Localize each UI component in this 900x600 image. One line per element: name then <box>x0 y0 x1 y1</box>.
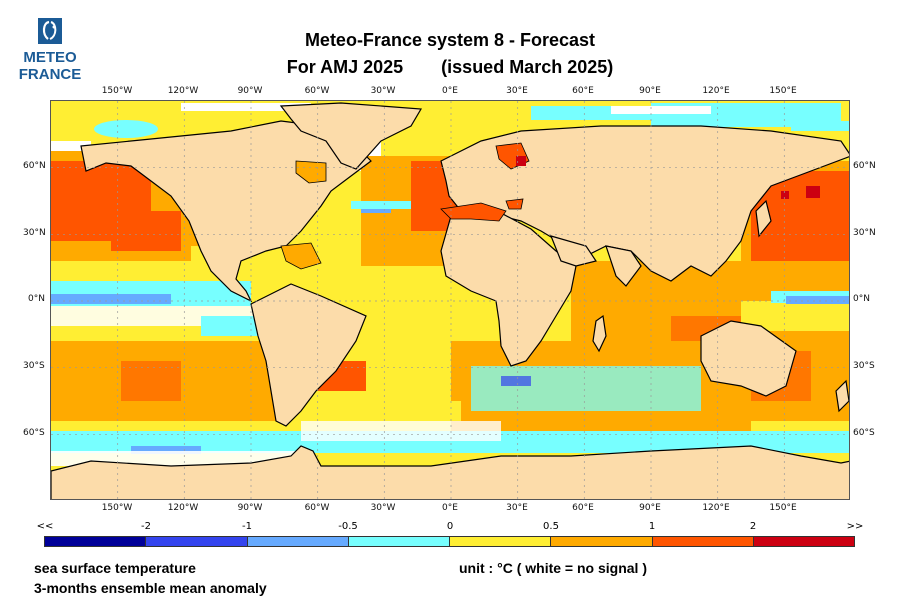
lon-tick: 150°W <box>101 86 133 96</box>
variable-label: sea surface temperature <box>34 560 196 576</box>
lon-tick: 90°W <box>237 503 263 513</box>
lon-tick: 30°E <box>506 86 528 96</box>
lat-tick: 30°S <box>853 361 875 371</box>
logo-emblem-icon <box>38 18 62 44</box>
unit-note: unit : °C ( white = no signal ) <box>459 560 647 576</box>
lon-tick: 60°W <box>304 86 330 96</box>
description-label: 3-months ensemble mean anomaly <box>34 580 267 596</box>
lon-tick: 0°E <box>442 86 458 96</box>
lon-tick: 90°W <box>237 86 263 96</box>
lon-tick: 120°E <box>702 86 730 96</box>
colorbar-segment <box>348 537 450 546</box>
lon-tick: 30°W <box>370 503 396 513</box>
colorbar-label: -0.5 <box>338 521 358 532</box>
lat-tick: 0°N <box>853 294 870 304</box>
lon-tick: 150°E <box>769 86 797 96</box>
colorbar <box>44 536 855 547</box>
lat-tick: 60°S <box>23 428 45 438</box>
lon-tick: 120°W <box>167 86 199 96</box>
lon-tick: 120°W <box>167 503 199 513</box>
lon-tick: 60°E <box>572 86 594 96</box>
colorbar-label: << <box>36 521 54 532</box>
logo-line1: METEO <box>23 49 77 66</box>
chart-subtitle: For AMJ 2025 (issued March 2025) <box>0 57 900 78</box>
lat-tick: 60°N <box>853 161 876 171</box>
lon-tick: 90°E <box>639 86 661 96</box>
lon-tick: 30°E <box>506 503 528 513</box>
sst-anomaly-map <box>50 100 850 500</box>
lon-tick: 0°E <box>442 503 458 513</box>
colorbar-segment <box>551 537 653 546</box>
chart-title: Meteo-France system 8 - Forecast <box>304 30 596 50</box>
lat-tick: 60°N <box>23 161 46 171</box>
lat-tick: 0°N <box>28 294 45 304</box>
colorbar-label: 0.5 <box>543 521 559 532</box>
lon-tick: 120°E <box>702 503 730 513</box>
colorbar-segment <box>450 537 552 546</box>
lat-tick: 30°N <box>853 228 876 238</box>
colorbar-label: -2 <box>141 521 151 532</box>
lat-tick: 30°N <box>23 228 46 238</box>
colorbar-segment <box>753 537 854 546</box>
colorbar-label: 1 <box>648 521 656 532</box>
colorbar-segment <box>45 537 147 546</box>
lon-tick: 60°E <box>572 503 594 513</box>
colorbar-label: 0 <box>446 521 454 532</box>
logo-line2: FRANCE <box>18 66 82 83</box>
lon-tick: 60°W <box>304 503 330 513</box>
lon-tick: 90°E <box>639 503 661 513</box>
lat-tick: 60°S <box>853 428 875 438</box>
colorbar-segment <box>247 537 349 546</box>
colorbar-label: 2 <box>749 521 757 532</box>
issued-date: (issued March 2025) <box>441 57 614 77</box>
colorbar-segment <box>652 537 754 546</box>
forecast-period: For AMJ 2025 <box>286 57 404 77</box>
colorbar-label: -1 <box>242 521 252 532</box>
meteo-france-logo: METEO FRANCE <box>17 16 83 84</box>
lon-tick: 150°W <box>101 503 133 513</box>
lat-tick: 30°S <box>23 361 45 371</box>
lon-tick: 150°E <box>769 503 797 513</box>
colorbar-label: >> <box>846 521 864 532</box>
colorbar-segment <box>146 537 248 546</box>
lon-tick: 30°W <box>370 86 396 96</box>
